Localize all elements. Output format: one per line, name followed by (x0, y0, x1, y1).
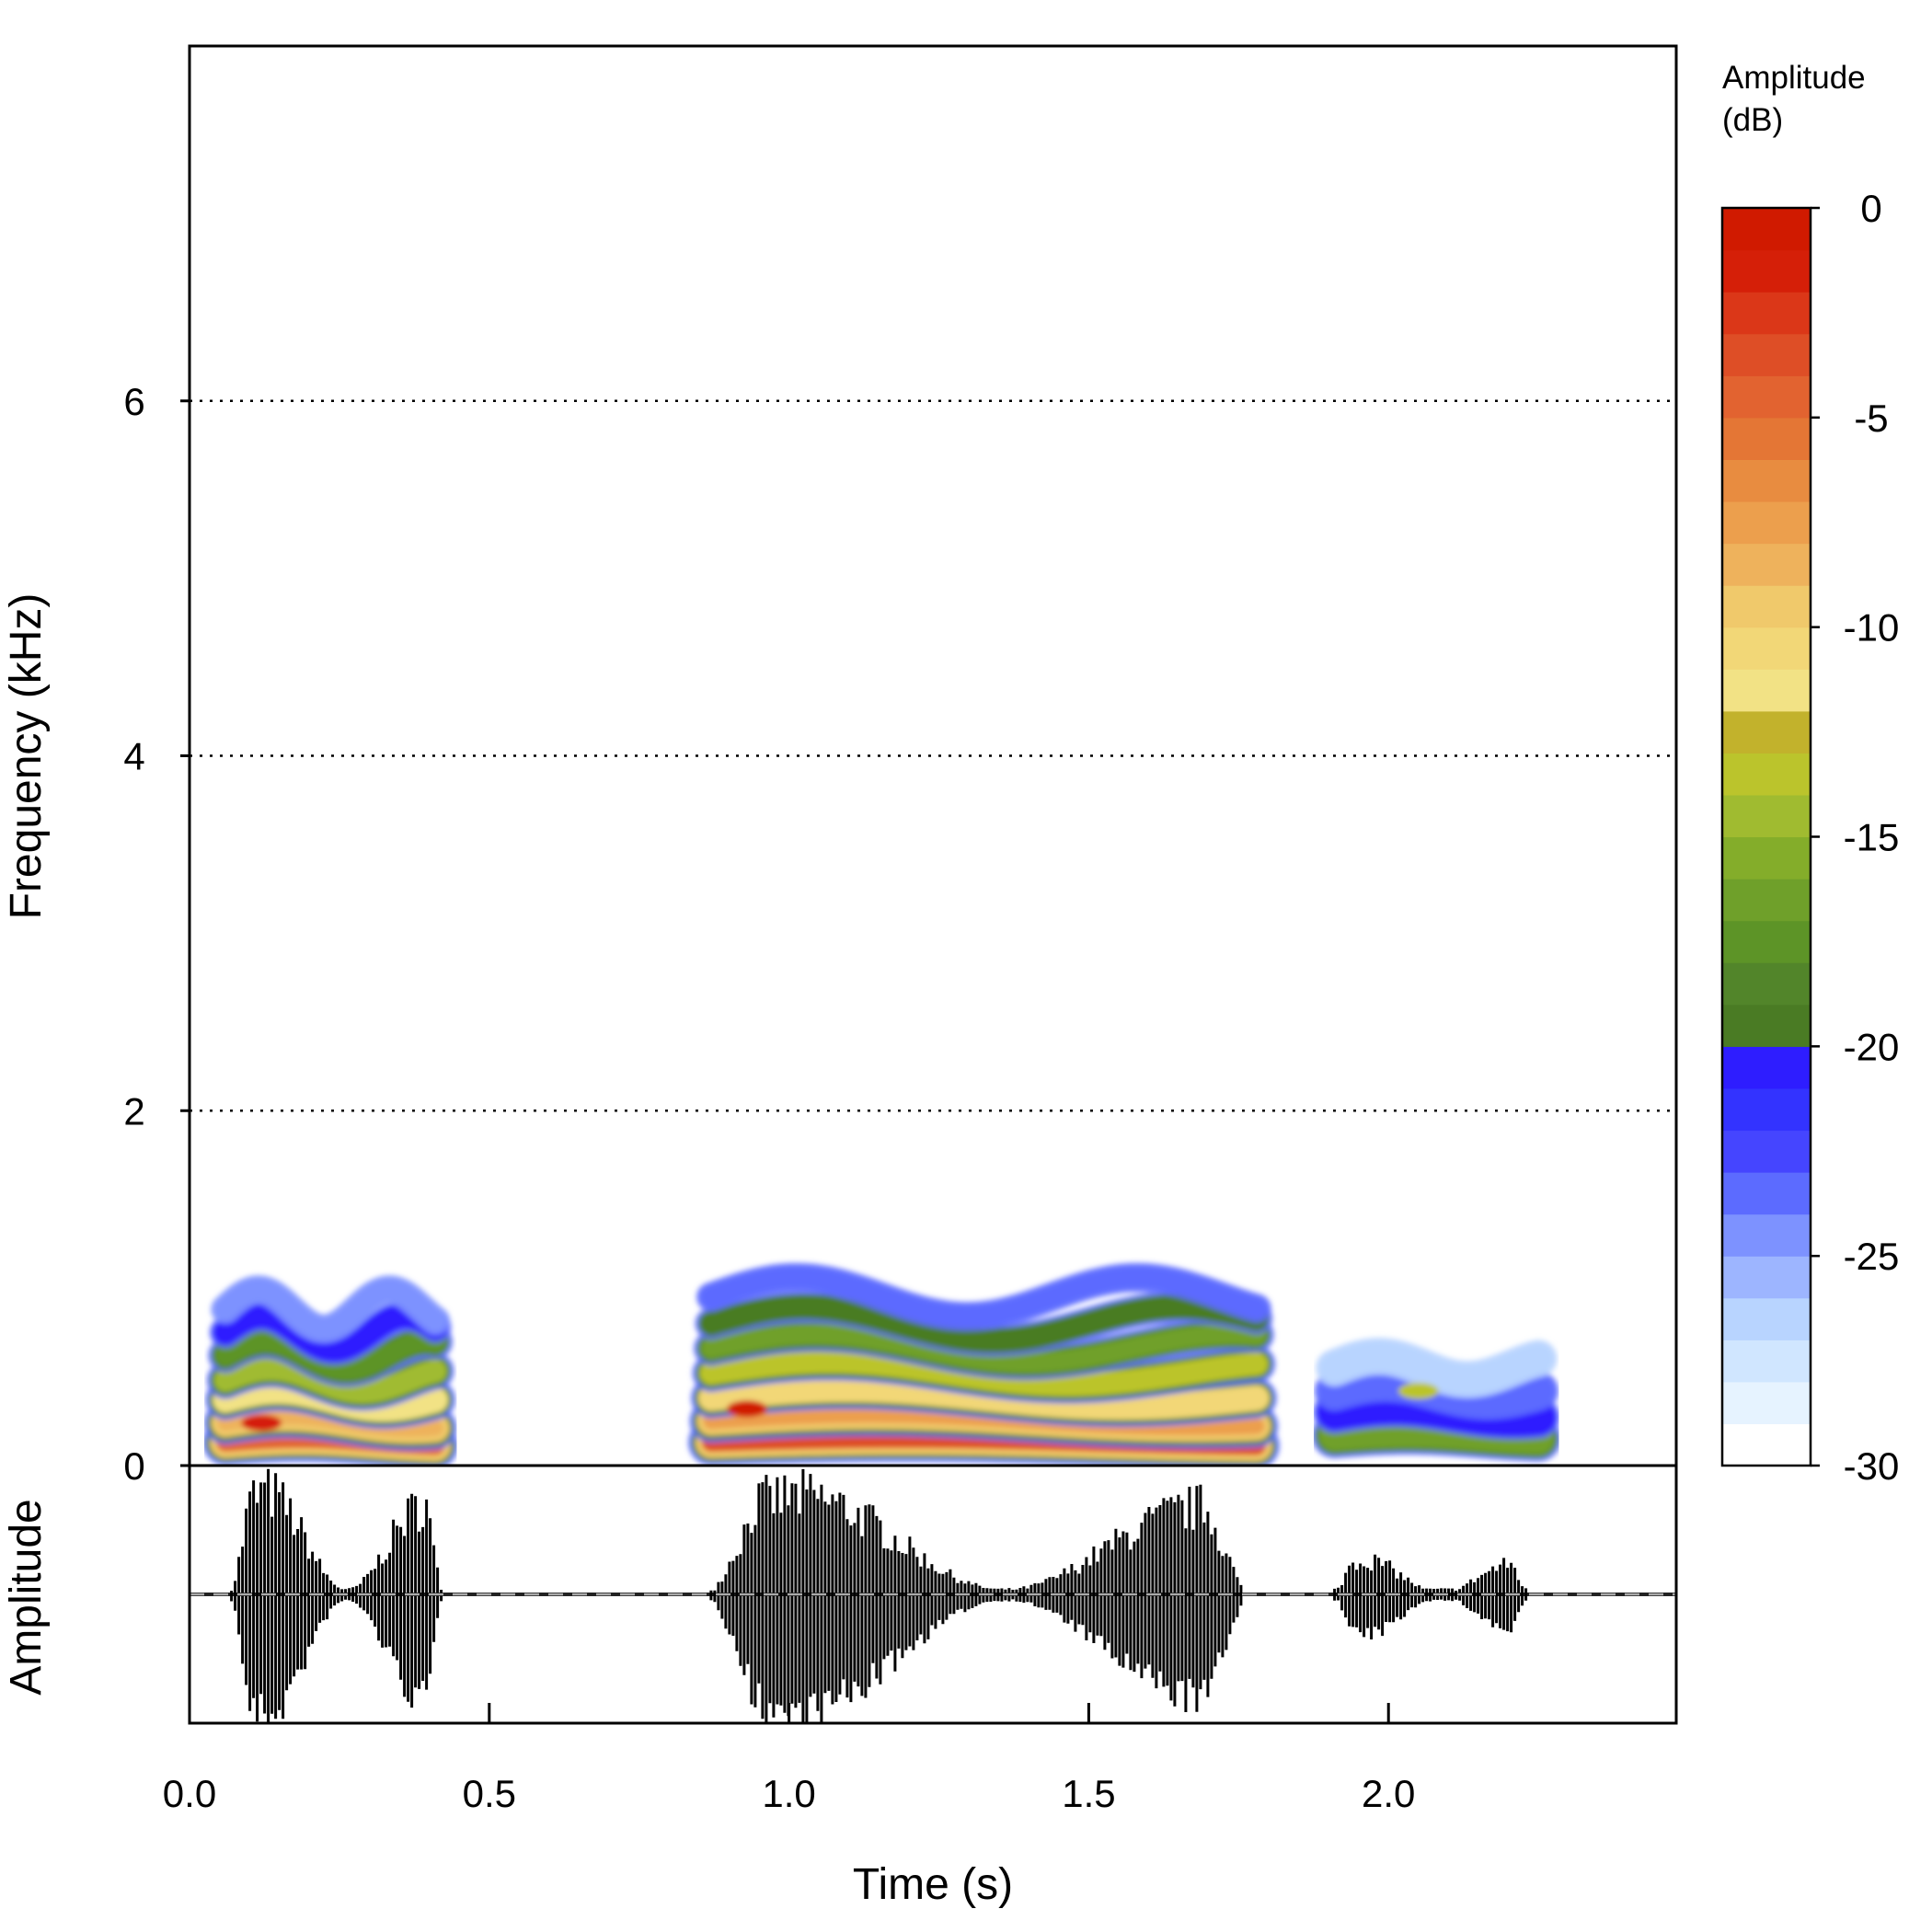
y-tick-label: 4 (123, 735, 144, 778)
colorbar-swatch (1722, 669, 1811, 712)
colorbar-swatch (1722, 962, 1811, 1006)
harmonic-band (704, 1383, 1263, 1414)
colorbar-swatch (1722, 1381, 1811, 1425)
harmonic-band (223, 1313, 439, 1352)
time-axis: 0.0 0.5 1.0 1.5 2.0 (163, 1703, 1415, 1815)
colorbar-tick-label: -15 (1844, 816, 1900, 859)
x-tick-label: 0.0 (163, 1772, 216, 1815)
frequency-gridlines (190, 399, 1676, 1112)
spectrogram-peak (1397, 1382, 1439, 1399)
spectrogram-segment (1311, 1337, 1562, 1462)
colorbar-swatch (1722, 1213, 1811, 1257)
colorbar-tick-label: 0 (1860, 187, 1881, 230)
spectrogram-data (202, 1262, 1562, 1466)
harmonic-band (707, 1274, 1259, 1319)
colorbar-swatch (1722, 879, 1811, 922)
y-tick-label: 2 (123, 1089, 144, 1133)
colorbar-title-line2: (dB) (1722, 102, 1783, 138)
colorbar-swatch (1722, 500, 1811, 545)
spectrogram-segment (202, 1275, 459, 1466)
harmonic-band (220, 1363, 441, 1397)
y-tick-label: 0 (123, 1444, 144, 1488)
harmonic-band (1329, 1351, 1544, 1385)
colorbar-swatch (1722, 1087, 1811, 1132)
waveform-plot-frame (188, 1464, 1678, 1725)
colorbar-swatch (1722, 585, 1811, 628)
waveform-data (190, 1468, 1676, 1723)
harmonic-band (706, 1356, 1262, 1390)
colorbar-title-line1: Amplitude (1722, 60, 1866, 96)
colorbar-swatch (1722, 753, 1811, 796)
colorbar-tick-label: -10 (1844, 606, 1900, 650)
x-tick-label: 1.5 (1062, 1772, 1115, 1815)
colorbar-swatch (1722, 1130, 1811, 1173)
colorbar-swatch (1722, 1172, 1811, 1215)
colorbar-tick-label: -20 (1844, 1025, 1900, 1068)
colorbar-swatch (1722, 292, 1811, 335)
colorbar: 0 -5 -10 -15 -20 -25 -30 (1720, 187, 1900, 1488)
colorbar-swatch (1722, 1340, 1811, 1383)
colorbar-swatch (1722, 1256, 1811, 1299)
colorbar-swatch (1722, 627, 1811, 670)
colorbar-swatch (1722, 836, 1811, 880)
colorbar-swatch (1722, 1046, 1811, 1089)
colorbar-tick-label: -5 (1854, 397, 1888, 440)
spectrogram-segment (687, 1262, 1280, 1466)
y-tick-label: 6 (123, 380, 144, 423)
colorbar-swatch (1722, 1423, 1811, 1466)
colorbar-swatch (1722, 710, 1811, 753)
colorbar-tick-label: -25 (1844, 1235, 1900, 1278)
harmonic-band (707, 1330, 1260, 1367)
colorbar-swatch (1722, 249, 1811, 293)
x-tick-label: 2.0 (1362, 1772, 1415, 1815)
y-axis-title: Frequency (kHz) (2, 593, 51, 920)
colorbar-swatch (1722, 920, 1811, 963)
x-axis-title: Time (s) (853, 1860, 1013, 1909)
colorbar-swatch (1722, 208, 1811, 251)
colorbar-swatch (1722, 417, 1811, 460)
colorbar-swatch (1722, 1004, 1811, 1047)
colorbar-swatch (1722, 794, 1811, 838)
colorbar-swatch (1722, 333, 1811, 376)
waveform-axis-title: Amplitude (2, 1499, 51, 1695)
colorbar-swatch (1722, 1297, 1811, 1340)
x-tick-label: 0.5 (463, 1772, 516, 1815)
colorbar-swatch (1722, 543, 1811, 586)
harmonic-band (707, 1304, 1259, 1343)
x-tick-label: 1.0 (762, 1772, 815, 1815)
colorbar-swatch (1722, 375, 1811, 419)
harmonic-band (222, 1338, 440, 1374)
colorbar-swatch (1722, 459, 1811, 502)
spectrogram-peak (241, 1414, 282, 1432)
colorbar-tick-label: -30 (1844, 1444, 1900, 1488)
frequency-axis: 0 2 4 6 (123, 380, 190, 1488)
spectrogram-peak (727, 1400, 767, 1418)
harmonic-band (223, 1287, 439, 1332)
